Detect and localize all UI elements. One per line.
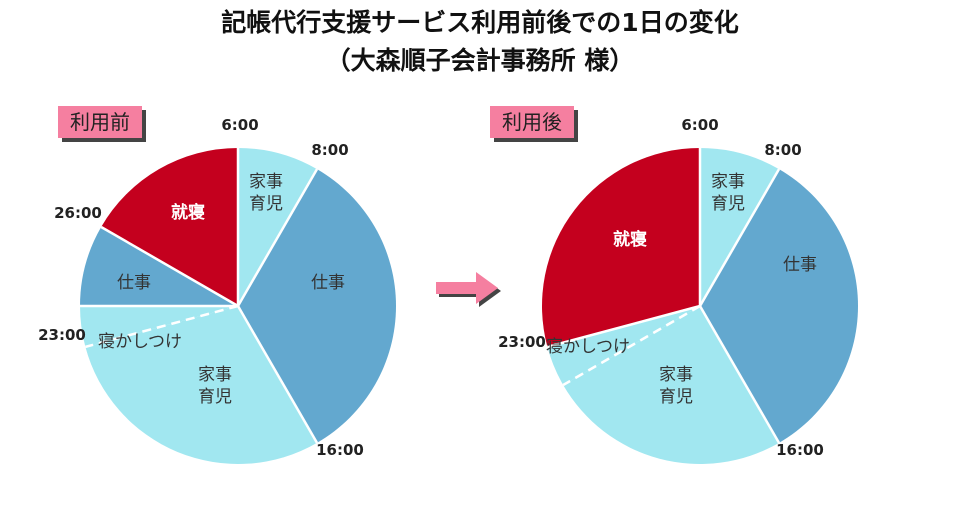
arrow-icon bbox=[436, 272, 501, 307]
slice-divider bbox=[85, 304, 239, 349]
slice-divider bbox=[698, 168, 781, 307]
slice-divider bbox=[236, 305, 319, 444]
pie-slice bbox=[542, 148, 700, 347]
slice-divider bbox=[562, 304, 701, 387]
slice-divider bbox=[698, 305, 781, 444]
time-label: 6:00 bbox=[681, 116, 718, 134]
slice-label: 家事育児 bbox=[659, 365, 693, 407]
slice-label: 寝かしつけ bbox=[546, 336, 630, 357]
slice-label: 仕事 bbox=[117, 273, 151, 293]
time-label: 16:00 bbox=[316, 441, 364, 459]
slice-label: 家事育児 bbox=[198, 365, 232, 407]
slice-label: 仕事 bbox=[783, 255, 817, 275]
slice-label: 家事育児 bbox=[249, 172, 283, 214]
slice-label: 就寝 bbox=[613, 229, 647, 250]
chart-subtitle: （大森順子会計事務所 様） bbox=[325, 46, 635, 75]
before-badge: 利用前 bbox=[58, 106, 142, 138]
slice-label: 就寝 bbox=[171, 202, 205, 223]
slice-divider bbox=[236, 168, 319, 307]
time-label: 23:00 bbox=[38, 326, 86, 344]
pie-slice bbox=[80, 227, 238, 306]
slice-divider bbox=[100, 225, 239, 308]
chart-title: 記帳代行支援サービス利用前後での1日の変化 bbox=[221, 8, 739, 37]
time-label: 8:00 bbox=[764, 141, 801, 159]
time-label: 6:00 bbox=[221, 116, 258, 134]
slice-label: 家事育児 bbox=[711, 172, 745, 214]
slice-divider bbox=[547, 304, 701, 349]
pie-slice bbox=[547, 306, 700, 385]
time-label: 26:00 bbox=[54, 204, 102, 222]
slice-label: 仕事 bbox=[311, 273, 345, 293]
pie-slice bbox=[101, 148, 238, 306]
pie-slice bbox=[700, 148, 779, 306]
pie-slice bbox=[563, 306, 779, 464]
pie-slice bbox=[238, 148, 317, 306]
slice-label: 寝かしつけ bbox=[98, 331, 182, 352]
time-label: 23:00 bbox=[498, 333, 546, 351]
pie-slice bbox=[85, 306, 317, 464]
after-badge: 利用後 bbox=[490, 106, 574, 138]
time-label: 16:00 bbox=[776, 441, 824, 459]
time-label: 8:00 bbox=[311, 141, 348, 159]
